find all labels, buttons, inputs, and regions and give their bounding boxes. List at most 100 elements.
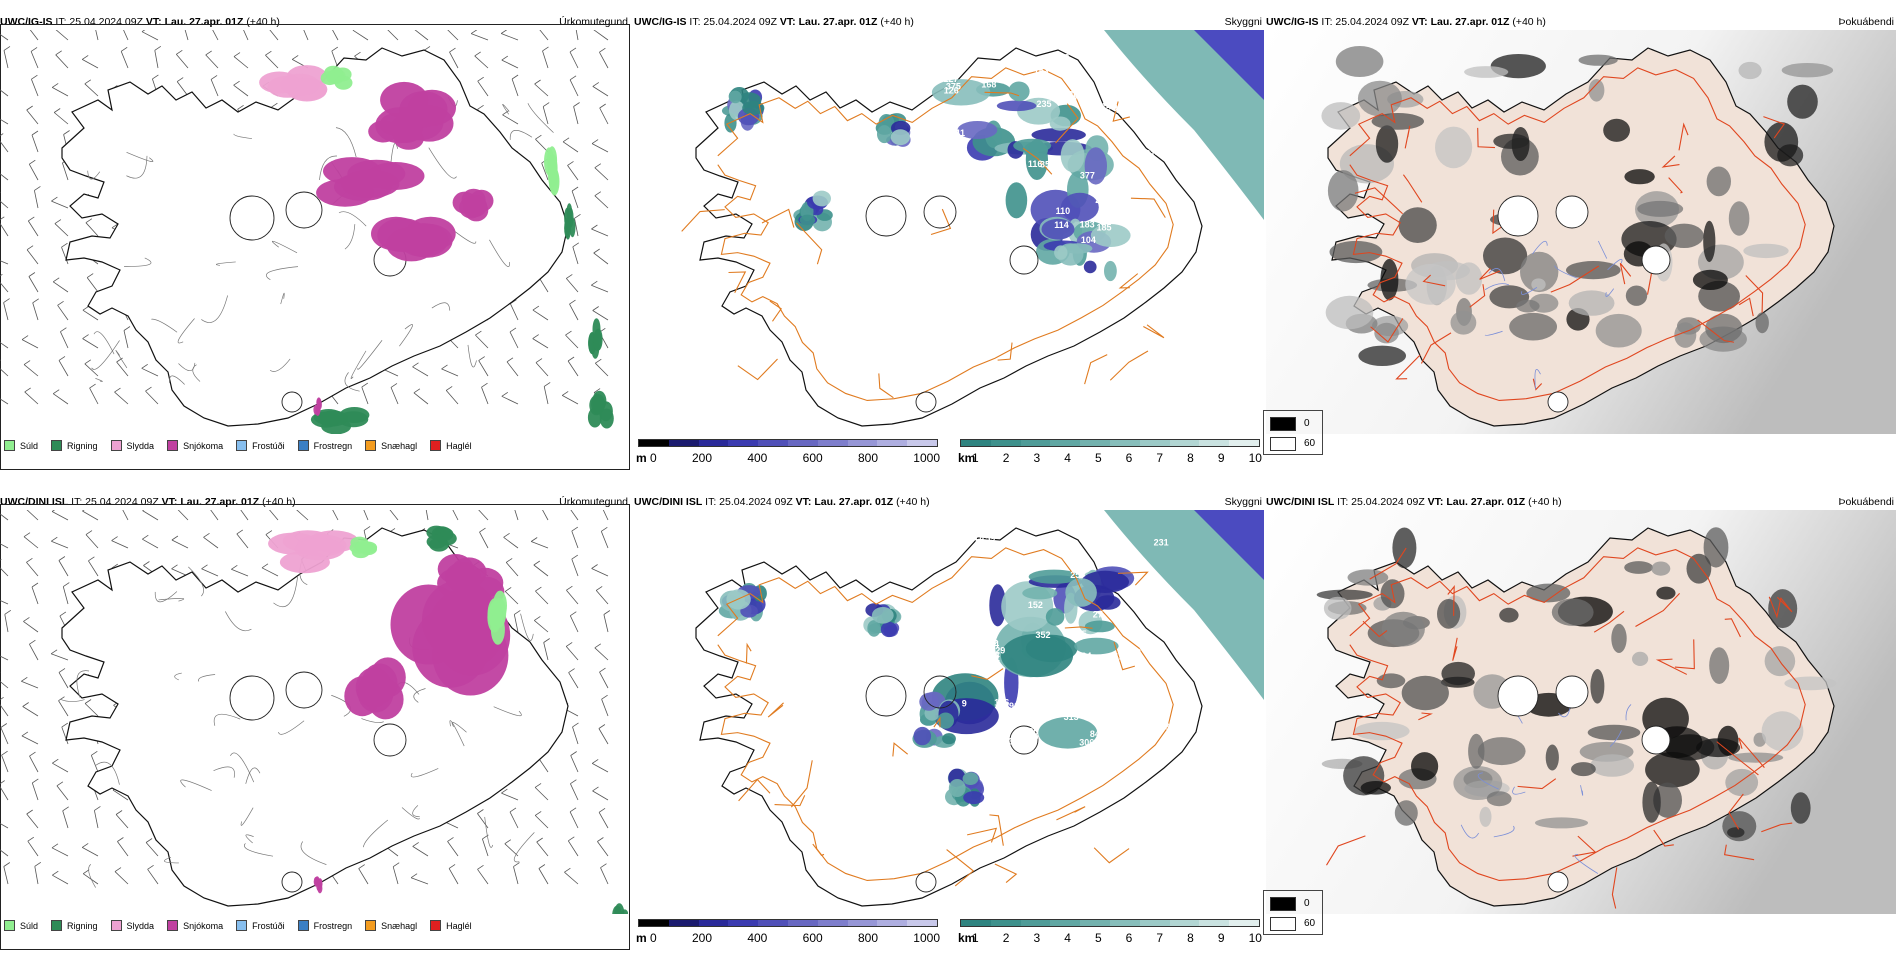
legend-item: Súld <box>4 440 38 451</box>
visibility-value: 141 <box>1137 115 1152 125</box>
colorbar-tick: 400 <box>747 451 767 465</box>
legend-item: Frostregn <box>298 440 353 451</box>
lead-time: (+40 h) <box>262 496 296 508</box>
parameter-name: Skyggni <box>1225 16 1262 28</box>
legend-swatch <box>430 920 441 931</box>
visibility-value: 182 <box>952 162 967 172</box>
colorbar-tick: 800 <box>858 451 878 465</box>
panel-title: UWC/IG-IS IT: 25.04.2024 09Z VT: Lau. 27… <box>634 16 1264 30</box>
legend-label: Snæhagl <box>381 921 417 931</box>
visibility-value: 347 <box>968 534 983 544</box>
visibility-value: 152 <box>1028 600 1043 610</box>
visibility-value: 203 <box>1126 647 1141 657</box>
colorbar-tick: 8 <box>1187 931 1194 945</box>
visibility-value: 241 <box>1108 652 1123 662</box>
panel-title: UWC/DINI ISL IT: 25.04.2024 09Z VT: Lau.… <box>1266 496 1896 510</box>
valid-time: Lau. 27.apr. 01Z <box>799 16 878 28</box>
colorbar-tick: 6 <box>1126 931 1133 945</box>
visibility-value: 183 <box>1080 220 1095 230</box>
colorbar-unit: m <box>636 451 647 465</box>
legend-label: Frostregn <box>314 441 353 451</box>
legend-label: Snjókoma <box>183 441 223 451</box>
fog-legend: 0 60 <box>1263 890 1323 935</box>
fog-legend-label: 60 <box>1304 918 1315 929</box>
legend-swatch <box>167 440 178 451</box>
colorbar-tick: 2 <box>1003 451 1010 465</box>
legend-swatch <box>365 440 376 451</box>
legend-swatch <box>236 440 247 451</box>
visibility-value: 168 <box>981 79 996 89</box>
visibility-value: 352 <box>1036 630 1051 640</box>
visibility-value: 200 <box>965 261 980 271</box>
visibility-value: 110 <box>1056 206 1071 216</box>
colorbar-tick: 4 <box>1064 931 1071 945</box>
colorbar-tick: 1 <box>972 451 979 465</box>
legend-swatch <box>365 920 376 931</box>
colorbar-tick: 7 <box>1156 451 1163 465</box>
legend-item: Snæhagl <box>365 920 417 931</box>
fog-legend-swatch <box>1270 897 1296 911</box>
parameter-name: Þokuábendi <box>1839 496 1894 508</box>
colorbar-tick: 10 <box>1249 931 1262 945</box>
visibility-value: 22 <box>1095 195 1105 205</box>
fog-legend-label: 60 <box>1304 438 1315 449</box>
colorbar-tick: 8 <box>1187 451 1194 465</box>
colorbar-tick: 400 <box>747 931 767 945</box>
valid-time: Lau. 27.apr. 01Z <box>814 496 893 508</box>
valid-time: Lau. 27.apr. 01Z <box>1431 16 1510 28</box>
legend-item: Frostúði <box>236 440 285 451</box>
legend-swatch <box>167 920 178 931</box>
visibility-value: 126 <box>944 85 959 95</box>
visibility-value: 312 <box>1008 737 1023 747</box>
visibility-value: 126 <box>1127 83 1142 93</box>
visibility-value: 190 <box>1030 278 1045 288</box>
legend-swatch <box>236 920 247 931</box>
visibility-value: 137 <box>1069 674 1084 684</box>
visibility-value: 82 <box>961 289 971 299</box>
colorbar-unit: m <box>636 931 647 945</box>
visibility-value: 209 <box>1153 118 1168 128</box>
visibility-value: 152 <box>1087 62 1102 72</box>
visibility-value: 250 <box>942 661 957 671</box>
visibility-value: 178 <box>1142 105 1157 115</box>
visibility-value: 178 <box>1121 207 1136 217</box>
legend-label: Frostúði <box>252 441 285 451</box>
visibility-value: 108 <box>1013 560 1028 570</box>
legend-swatch <box>4 440 15 451</box>
visibility-value: 9 <box>962 698 967 708</box>
colorbar-tick: 1 <box>972 931 979 945</box>
visibility-value: 136 <box>1134 219 1149 229</box>
panel-title: UWC/IG-IS IT: 25.04.2024 09Z VT: Lau. 27… <box>1266 16 1896 30</box>
iceland-outline <box>62 48 568 426</box>
valid-time-label: VT: <box>1428 496 1444 508</box>
legend-label: Frostregn <box>314 921 353 931</box>
visibility-value: 238 <box>1127 769 1142 779</box>
fog-map <box>1266 510 1896 914</box>
visibility-value: 149 <box>936 62 951 72</box>
init-time: IT: 25.04.2024 09Z <box>689 16 777 28</box>
visibility-panel: UWC/IG-IS IT: 25.04.2024 09Z VT: Lau. 27… <box>634 8 1264 478</box>
legend-label: Rigning <box>67 921 98 931</box>
visibility-km-colorbar <box>960 919 1260 927</box>
visibility-value: 179 <box>942 550 957 560</box>
visibility-value: 377 <box>1080 170 1095 180</box>
fog-legend-label: 0 <box>1304 898 1310 909</box>
visibility-value: 72 <box>1012 165 1022 175</box>
panel-title: UWC/DINI ISL IT: 25.04.2024 09Z VT: Lau.… <box>634 496 1264 510</box>
legend-item: Haglél <box>430 920 472 931</box>
legend-item: Frostúði <box>236 920 285 931</box>
parameter-name: Skyggni <box>1225 496 1262 508</box>
visibility-value: 172 <box>1124 93 1139 103</box>
panel-title: UWC/IG-IS IT: 25.04.2024 09Z VT: Lau. 27… <box>0 16 630 30</box>
colorbar-tick: 0 <box>650 451 657 465</box>
visibility-value: 27 <box>1093 609 1103 619</box>
legend-swatch <box>111 920 122 931</box>
colorbar-tick: 3 <box>1033 451 1040 465</box>
lead-time: (+40 h) <box>1512 16 1546 28</box>
colorbar-tick: 9 <box>1218 451 1225 465</box>
model-name: UWC/IG-IS <box>0 16 53 28</box>
